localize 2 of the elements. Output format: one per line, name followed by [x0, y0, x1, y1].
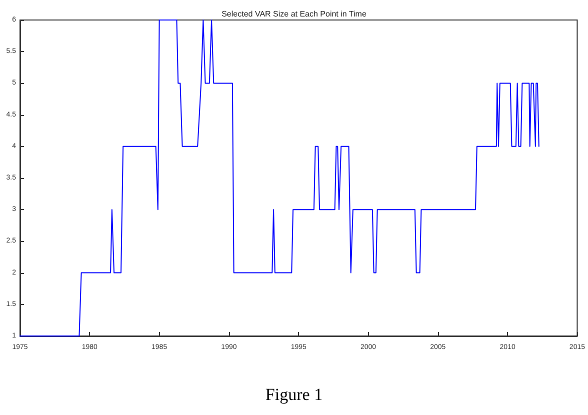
chart-title: Selected VAR Size at Each Point in Time [222, 10, 367, 18]
caption: Figure 1 [265, 385, 323, 404]
